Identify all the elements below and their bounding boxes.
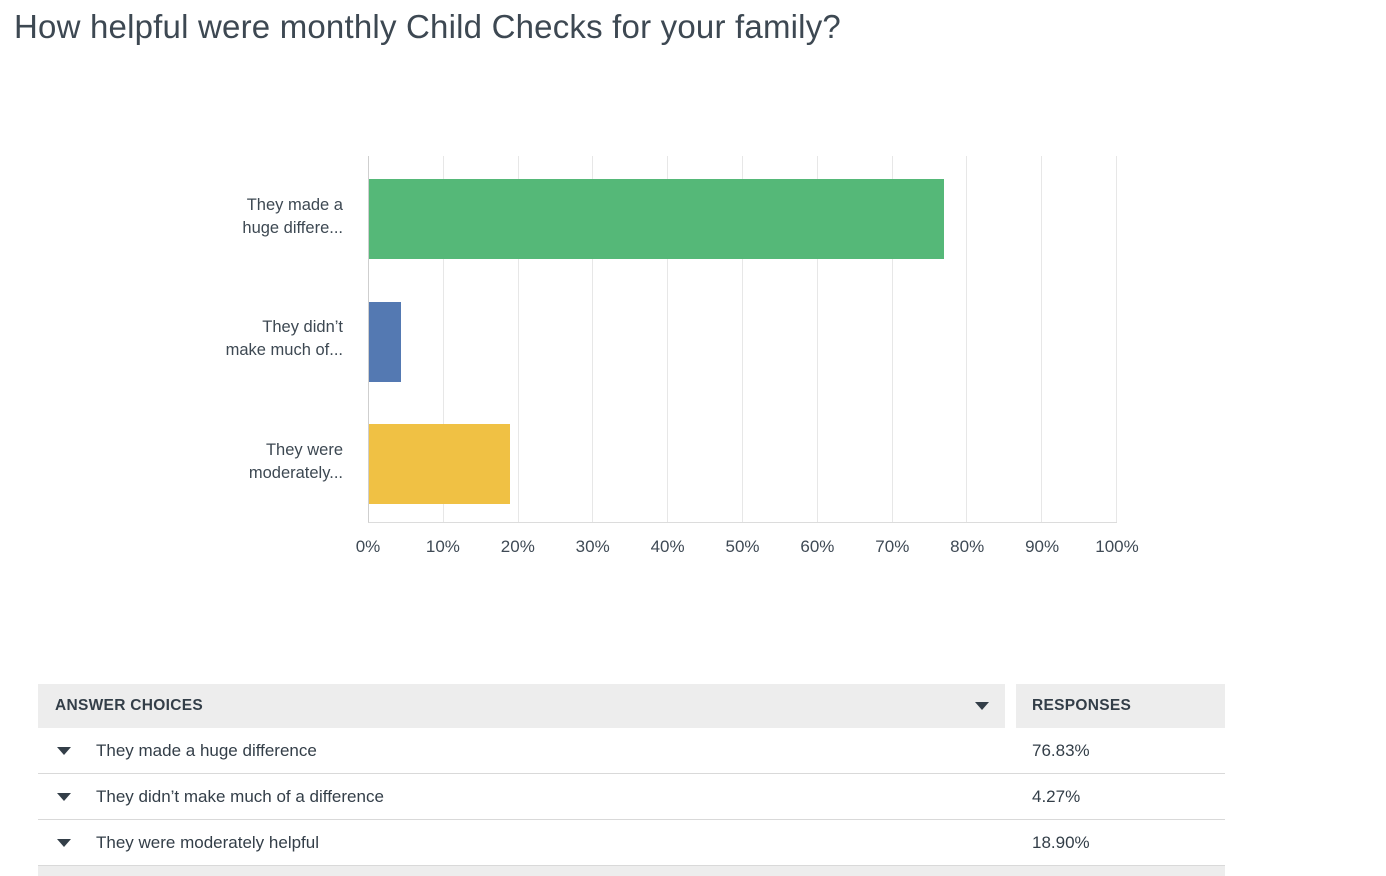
x-tick-label: 90% (1025, 537, 1060, 556)
category-label-1: They didn’t make much of... (0, 278, 343, 400)
x-tick-label: 0% (355, 537, 381, 556)
response-value: 76.83% (1032, 740, 1090, 760)
answer-label: They were moderately helpful (96, 832, 320, 852)
category-label-line: They were (265, 440, 343, 459)
sort-dropdown-icon[interactable] (975, 702, 989, 710)
chart-plot-area (368, 156, 1117, 523)
x-tick-label: 70% (875, 537, 910, 556)
x-tick-label: 30% (575, 537, 610, 556)
category-label-line: They didn’t (262, 318, 343, 337)
table-body: They made a huge difference 76.83% They di… (38, 728, 1225, 866)
bar-0 (369, 179, 944, 260)
gridline-90 (1041, 156, 1043, 522)
table-row: They were moderately helpful 18.90% (38, 820, 1225, 866)
table-header-row: ANSWER CHOICES RESPONSES (38, 684, 1225, 728)
bar-chart: They made a huge differe... They didn’t mak… (0, 156, 1386, 576)
category-label-line: make much of... (225, 341, 343, 360)
page-title: How helpful were monthly Child Checks fo… (14, 8, 841, 45)
row-expand-icon[interactable] (57, 838, 71, 847)
bar-2 (369, 423, 511, 504)
x-tick-label: 60% (800, 537, 835, 556)
category-label-line: moderately... (248, 463, 343, 482)
results-table: ANSWER CHOICES RESPONSES They made a hug… (38, 684, 1225, 876)
table-next-row-strip (38, 866, 1225, 876)
responses-header-label: RESPONSES (1032, 697, 1132, 714)
gridline-40 (667, 156, 669, 522)
response-value: 4.27% (1032, 786, 1081, 806)
x-tick-label: 20% (500, 537, 535, 556)
bar-1 (369, 301, 401, 382)
gridline-30 (592, 156, 594, 522)
gridline-70 (891, 156, 893, 522)
gridline-60 (816, 156, 818, 522)
answer-choices-header-label: ANSWER CHOICES (55, 697, 204, 714)
gridline-50 (742, 156, 743, 522)
x-tick-label: 100% (1095, 537, 1139, 556)
category-label-2: They were moderately... (0, 401, 343, 523)
table-row: They didn’t make much of a difference 4.2… (38, 774, 1225, 820)
category-label-0: They made a huge differe... (0, 156, 343, 278)
answer-label: They didn’t make much of a difference (96, 786, 384, 806)
gridline-20 (517, 156, 519, 522)
answer-cell: They didn’t make much of a difference (38, 787, 1016, 807)
x-tick-label: 50% (725, 537, 760, 556)
row-expand-icon[interactable] (57, 792, 71, 801)
answer-choices-header-cell: ANSWER CHOICES (38, 684, 1005, 728)
x-tick-label: 80% (950, 537, 985, 556)
x-tick-label: 10% (425, 537, 460, 556)
answer-cell: They made a huge difference (38, 741, 1016, 761)
table-row: They made a huge difference 76.83% (38, 728, 1225, 774)
gridline-80 (966, 156, 968, 522)
gridline-100 (1116, 156, 1117, 522)
answer-cell: They were moderately helpful (38, 833, 1016, 853)
header-cell-divider (1005, 684, 1016, 728)
x-tick-label: 40% (650, 537, 685, 556)
chart-category-labels: They made a huge differe... They didn’t mak… (0, 156, 343, 523)
answer-label: They made a huge difference (96, 740, 317, 760)
responses-header-cell: RESPONSES (1016, 684, 1225, 728)
chart-x-axis-labels: 0% 10% 20% 30% 40% 50% 60% 70% 80% 90% 100% (356, 537, 1139, 561)
response-value: 18.90% (1032, 832, 1090, 852)
category-label-line: huge differe... (242, 219, 343, 237)
gridline-10 (442, 156, 444, 522)
row-expand-icon[interactable] (57, 746, 71, 755)
category-label-line: They made a (246, 196, 343, 214)
